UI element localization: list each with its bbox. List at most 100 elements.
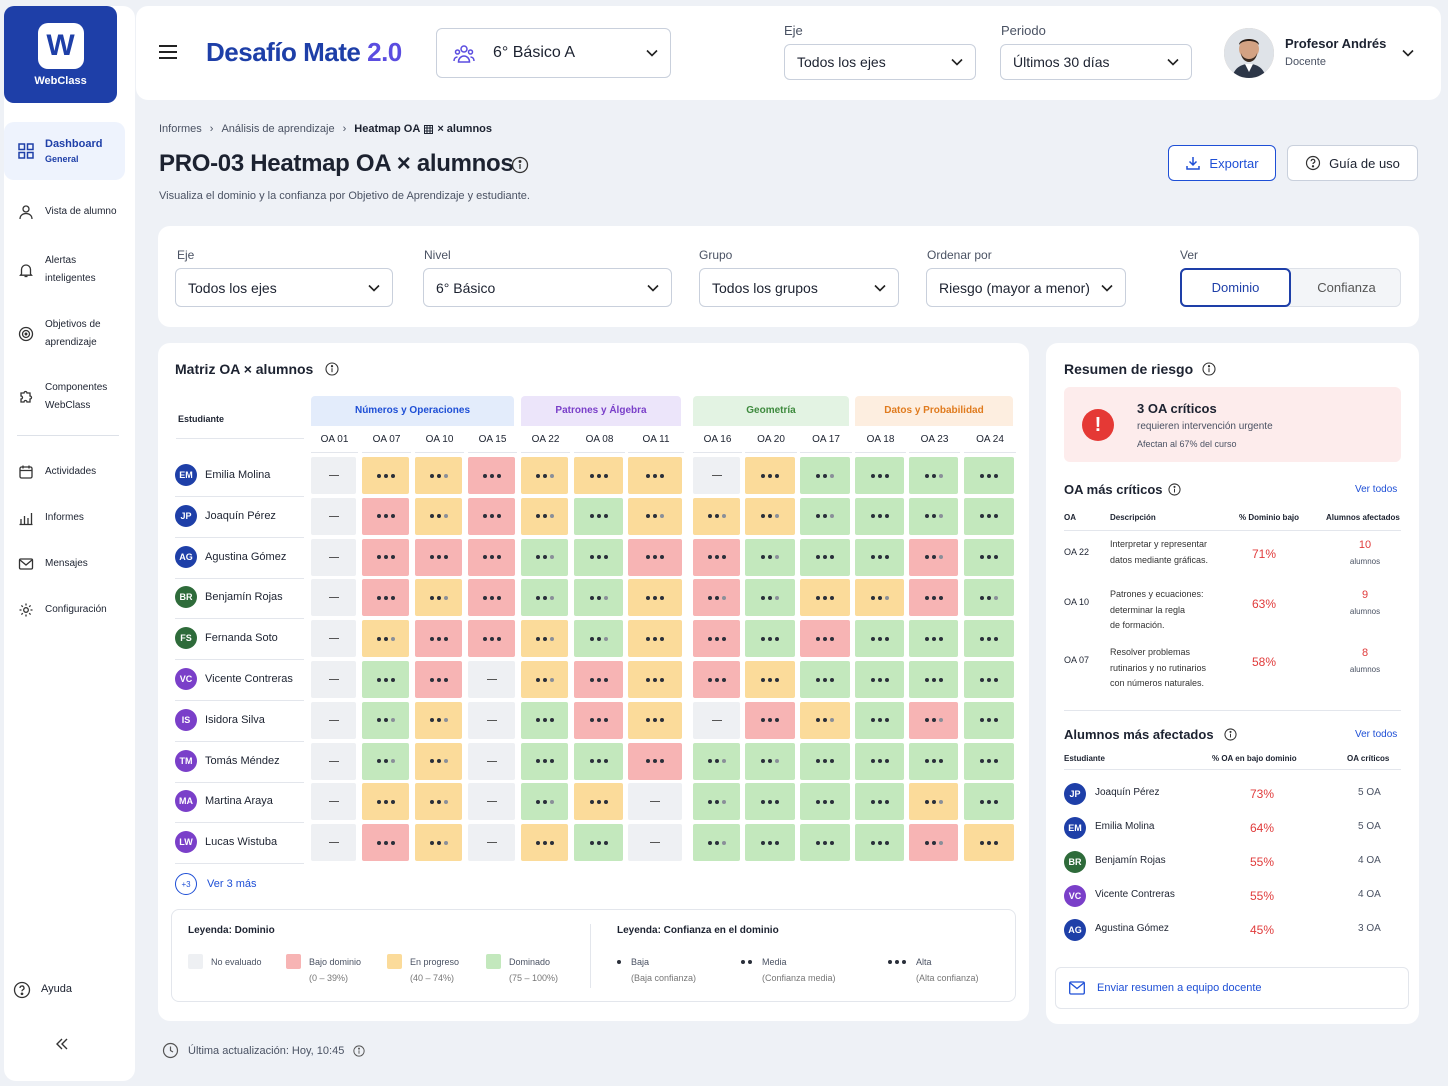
heatmap-cell[interactable]	[800, 742, 850, 780]
heatmap-cell[interactable]	[574, 579, 623, 617]
heatmap-cell[interactable]	[521, 742, 568, 780]
heatmap-cell[interactable]	[693, 579, 740, 617]
heatmap-cell[interactable]	[693, 538, 740, 576]
heatmap-cell[interactable]	[521, 497, 568, 535]
course-select[interactable]: 6° Básico A	[436, 28, 671, 78]
heatmap-cell[interactable]	[574, 538, 623, 576]
column-header[interactable]: OA 01	[311, 427, 358, 453]
heatmap-cell[interactable]	[468, 538, 515, 576]
student-name[interactable]: Isidora Silva	[205, 713, 265, 726]
heatmap-cell[interactable]	[311, 742, 356, 780]
heatmap-cell[interactable]	[311, 701, 356, 739]
info-icon[interactable]	[1202, 362, 1216, 376]
heatmap-cell[interactable]	[574, 497, 623, 535]
affected-student-name[interactable]: Joaquín Pérez	[1095, 787, 1160, 798]
heatmap-cell[interactable]	[362, 620, 409, 658]
affected-student-name[interactable]: Vicente Contreras	[1095, 889, 1175, 900]
heatmap-cell[interactable]	[628, 620, 682, 658]
heatmap-cell[interactable]	[574, 783, 623, 821]
heatmap-cell[interactable]	[693, 742, 740, 780]
info-icon[interactable]	[325, 362, 339, 376]
heatmap-cell[interactable]	[745, 457, 795, 494]
periodo-select[interactable]: Últimos 30 días	[1000, 44, 1192, 80]
heatmap-cell[interactable]	[574, 742, 623, 780]
heatmap-cell[interactable]	[311, 661, 356, 698]
heatmap-cell[interactable]	[693, 824, 740, 862]
sidebar-item-vista-alumno[interactable]: Vista de alumno	[4, 200, 125, 224]
heatmap-cell[interactable]	[468, 824, 515, 862]
heatmap-cell[interactable]	[415, 620, 462, 658]
affected-view-all-link[interactable]: Ver todos	[1355, 729, 1398, 740]
heatmap-cell[interactable]	[909, 661, 958, 698]
heatmap-cell[interactable]	[628, 742, 682, 780]
heatmap-cell[interactable]	[415, 497, 462, 535]
heatmap-cell[interactable]	[468, 742, 515, 780]
student-name[interactable]: Lucas Wistuba	[205, 836, 278, 849]
info-icon[interactable]	[511, 156, 529, 174]
heatmap-cell[interactable]	[311, 538, 356, 576]
heatmap-cell[interactable]	[964, 579, 1014, 617]
heatmap-cell[interactable]	[693, 497, 740, 535]
heatmap-cell[interactable]	[468, 457, 515, 494]
heatmap-cell[interactable]	[693, 661, 740, 698]
heatmap-cell[interactable]	[964, 661, 1014, 698]
heatmap-cell[interactable]	[362, 742, 409, 780]
guide-button[interactable]: Guía de uso	[1287, 145, 1418, 181]
heatmap-cell[interactable]	[628, 661, 682, 698]
heatmap-cell[interactable]	[964, 824, 1014, 862]
sidebar-item-configuracion[interactable]: Configuración	[4, 598, 125, 622]
heatmap-cell[interactable]	[415, 661, 462, 698]
heatmap-cell[interactable]	[855, 620, 904, 658]
heatmap-cell[interactable]	[628, 824, 682, 862]
heatmap-cell[interactable]	[311, 783, 356, 821]
heatmap-cell[interactable]	[468, 783, 515, 821]
heatmap-cell[interactable]	[362, 661, 409, 698]
student-name[interactable]: Emilia Molina	[205, 469, 271, 481]
filter-nivel-select[interactable]: 6° Básico	[423, 268, 672, 307]
column-header[interactable]: OA 23	[909, 427, 960, 453]
affected-student-name[interactable]: Agustina Gómez	[1095, 923, 1169, 934]
column-header[interactable]: OA 24	[964, 427, 1016, 453]
heatmap-cell[interactable]	[693, 457, 740, 494]
heatmap-cell[interactable]	[628, 538, 682, 576]
heatmap-cell[interactable]	[964, 742, 1014, 780]
heatmap-cell[interactable]	[521, 824, 568, 862]
breadcrumb-analisis[interactable]: Análisis de aprendizaje	[221, 123, 335, 135]
heatmap-cell[interactable]	[362, 824, 409, 862]
heatmap-cell[interactable]	[855, 457, 904, 494]
heatmap-cell[interactable]	[468, 620, 515, 658]
heatmap-cell[interactable]	[800, 457, 850, 494]
heatmap-cell[interactable]	[468, 661, 515, 698]
critical-view-all-link[interactable]: Ver todos	[1355, 484, 1398, 495]
heatmap-cell[interactable]	[909, 497, 958, 535]
heatmap-cell[interactable]	[855, 783, 904, 821]
affected-student-name[interactable]: Emilia Molina	[1095, 821, 1155, 832]
heatmap-cell[interactable]	[745, 701, 795, 739]
sidebar-item-actividades[interactable]: Actividades	[4, 460, 125, 484]
student-name[interactable]: Martina Araya	[205, 795, 273, 808]
sidebar-item-dashboard[interactable]: Dashboard General	[4, 122, 125, 180]
heatmap-cell[interactable]	[521, 701, 568, 739]
filter-grupo-select[interactable]: Todos los grupos	[699, 268, 899, 307]
sidebar-item-componentes[interactable]: Componentes WebClass	[4, 377, 125, 417]
heatmap-cell[interactable]	[745, 783, 795, 821]
heatmap-cell[interactable]	[574, 824, 623, 862]
student-name[interactable]: Agustina Gómez	[205, 550, 287, 563]
heatmap-cell[interactable]	[909, 742, 958, 780]
heatmap-cell[interactable]	[468, 701, 515, 739]
info-icon[interactable]	[1224, 728, 1237, 741]
heatmap-cell[interactable]	[693, 620, 740, 658]
heatmap-cell[interactable]	[311, 579, 356, 617]
heatmap-cell[interactable]	[745, 579, 795, 617]
heatmap-cell[interactable]	[628, 579, 682, 617]
heatmap-cell[interactable]	[521, 457, 568, 494]
heatmap-cell[interactable]	[964, 701, 1014, 739]
heatmap-cell[interactable]	[415, 824, 462, 862]
heatmap-cell[interactable]	[468, 497, 515, 535]
heatmap-cell[interactable]	[628, 701, 682, 739]
column-header[interactable]: OA 07	[362, 427, 411, 453]
heatmap-cell[interactable]	[855, 701, 904, 739]
heatmap-cell[interactable]	[909, 538, 958, 576]
heatmap-cell[interactable]	[800, 783, 850, 821]
heatmap-cell[interactable]	[964, 538, 1014, 576]
